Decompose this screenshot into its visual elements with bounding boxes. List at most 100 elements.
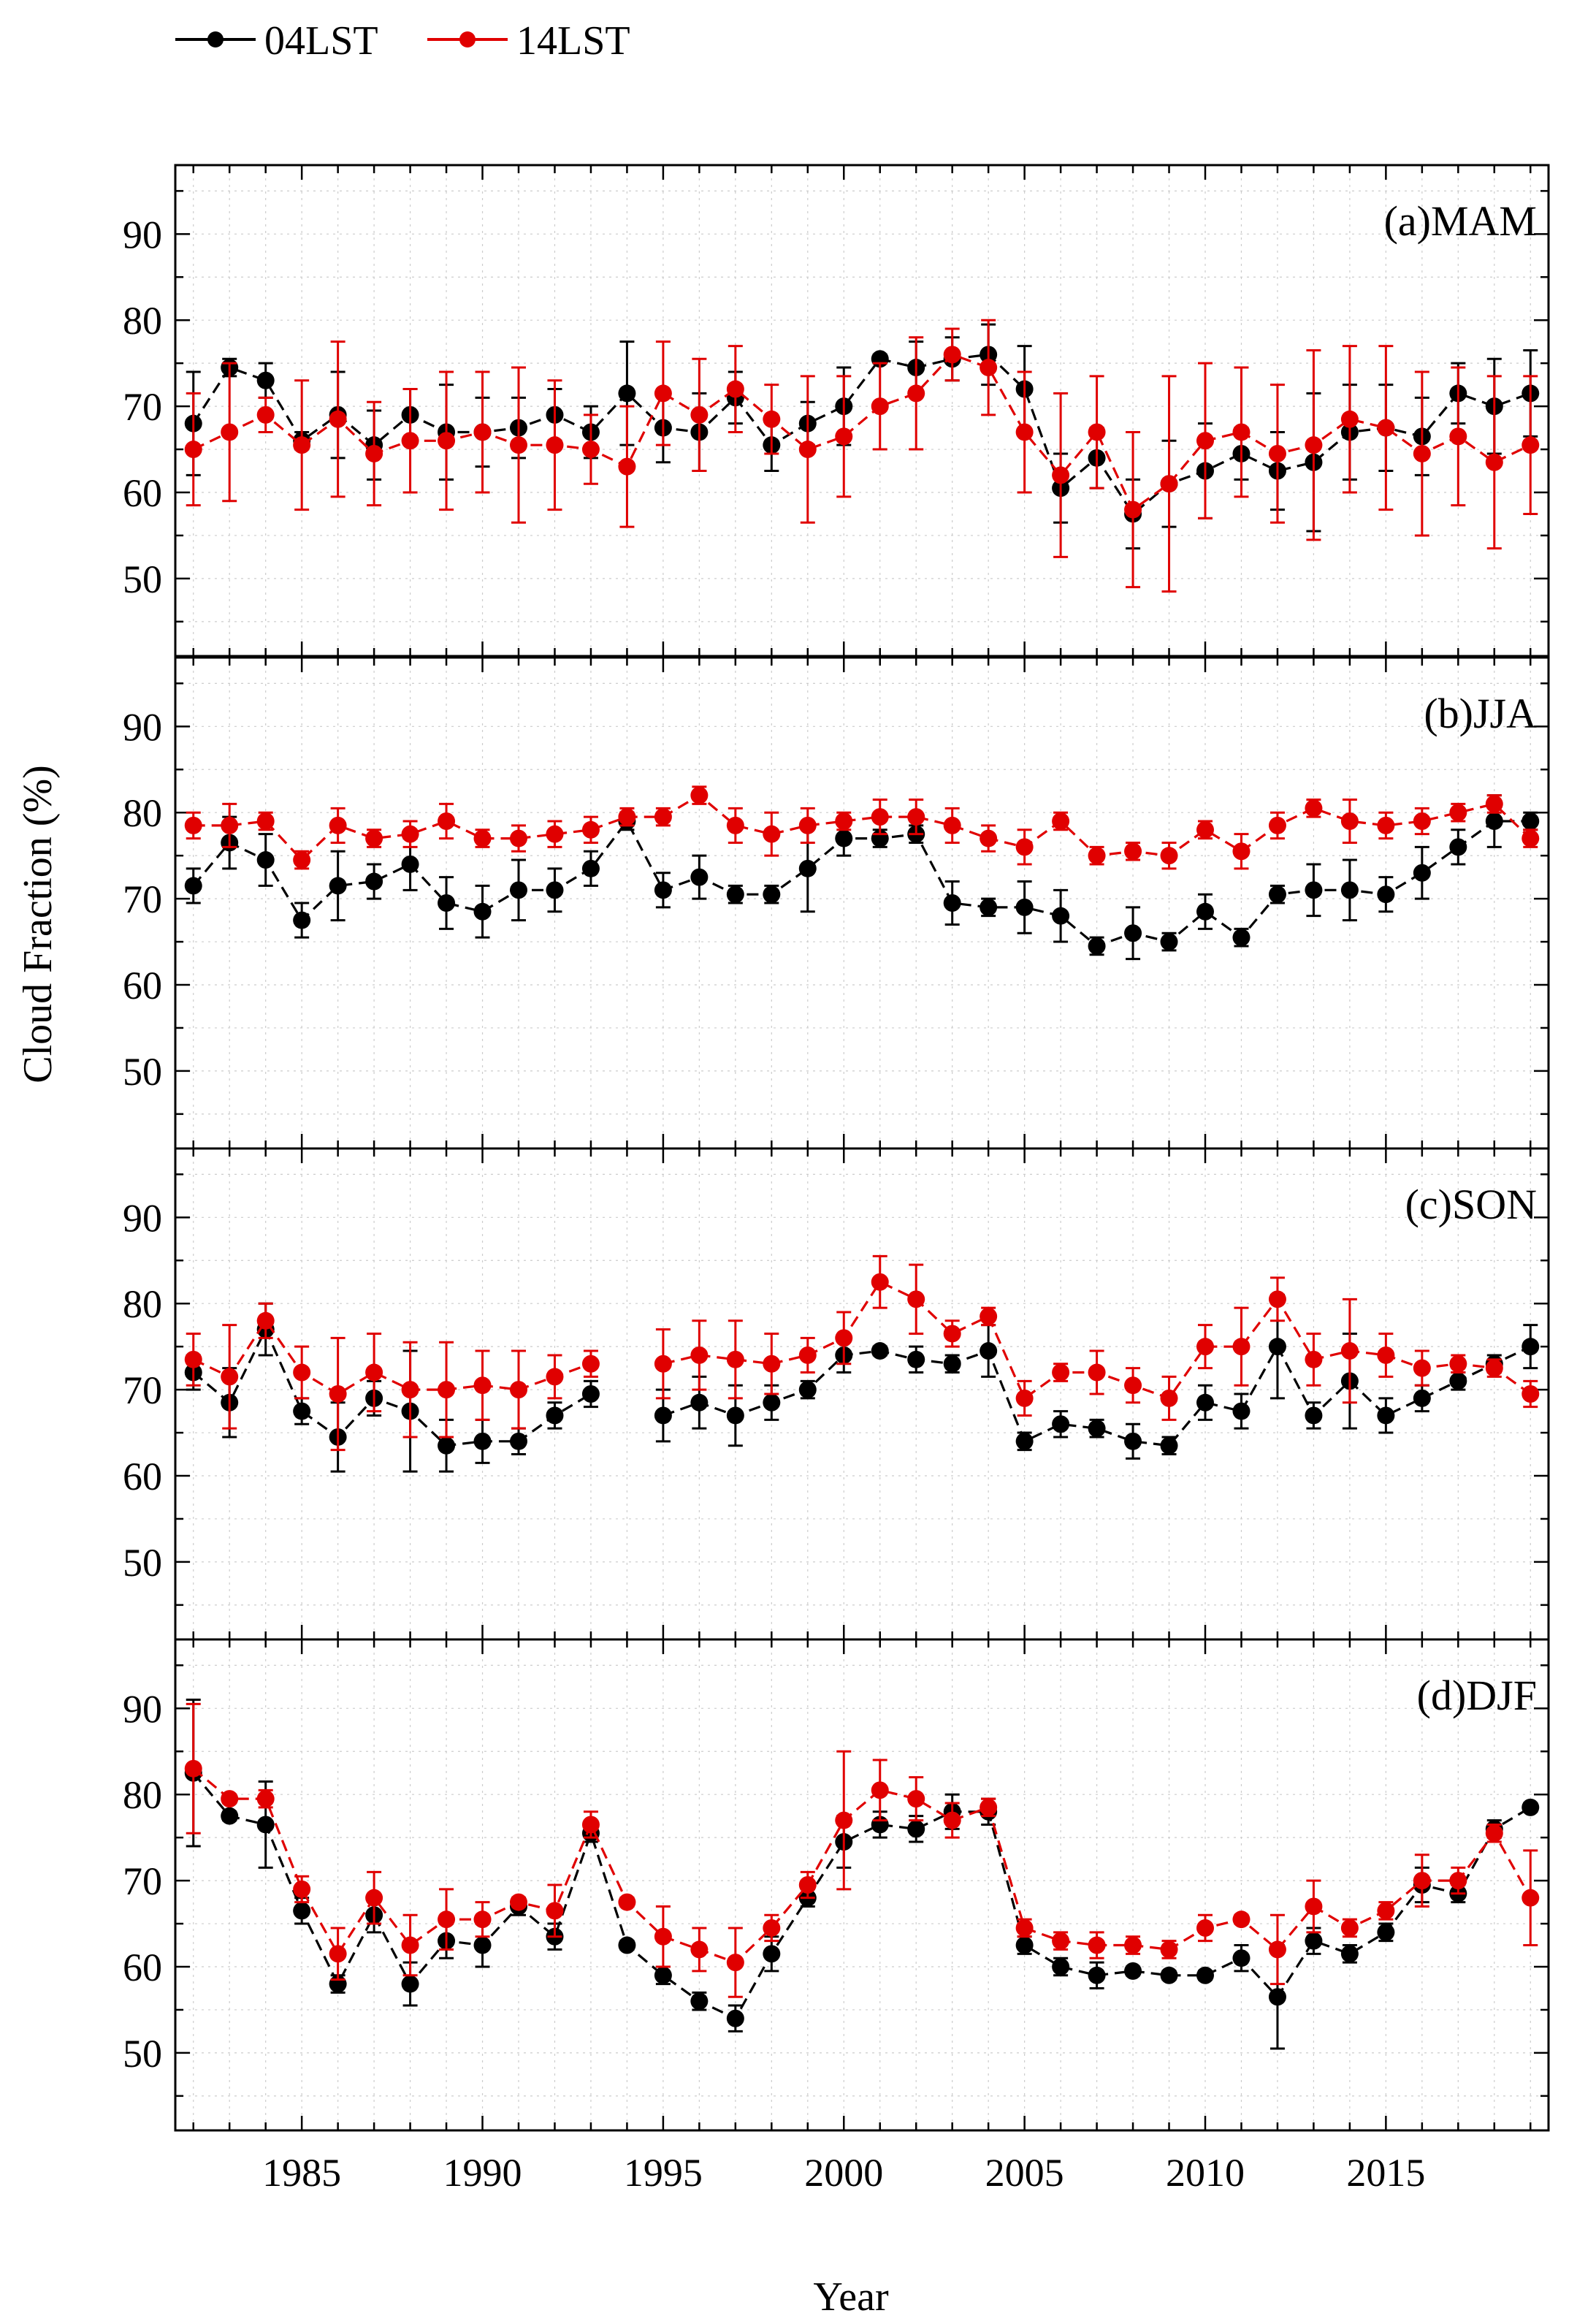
- data-point: [1160, 475, 1178, 493]
- data-point: [1340, 812, 1359, 830]
- data-point: [510, 1432, 527, 1450]
- data-point: [907, 1790, 925, 1808]
- data-point: [1521, 1798, 1540, 1816]
- series-line: [192, 1767, 1532, 1964]
- data-point: [907, 384, 925, 403]
- data-point: [1232, 1402, 1251, 1420]
- data-point: [581, 859, 600, 877]
- data-point: [835, 829, 853, 847]
- data-point: [184, 1350, 202, 1368]
- data-point: [473, 829, 492, 847]
- data-point: [546, 1406, 564, 1425]
- y-tick-label: 50: [123, 1541, 162, 1585]
- data-point: [1377, 885, 1395, 904]
- grid: [175, 1639, 1549, 2130]
- data-point: [510, 829, 527, 847]
- data-point: [1232, 929, 1251, 947]
- data-point: [473, 1936, 492, 1954]
- data-point: [798, 441, 817, 459]
- data-point: [221, 816, 239, 834]
- data-point: [726, 2009, 744, 2027]
- data-point: [293, 1902, 311, 1920]
- panel-label: (d)DJF: [1417, 1672, 1537, 1719]
- data-point: [1377, 1406, 1395, 1425]
- data-point: [980, 898, 998, 916]
- data-point: [1088, 1420, 1106, 1438]
- data-point: [1196, 432, 1214, 450]
- data-point: [293, 1402, 311, 1420]
- data-point: [907, 1350, 925, 1368]
- data-point: [1268, 885, 1286, 904]
- data-point: [1052, 1415, 1070, 1433]
- data-point: [1521, 1889, 1540, 1907]
- data-point: [871, 1342, 889, 1360]
- data-point: [1413, 864, 1431, 882]
- data-point: [654, 1406, 672, 1425]
- series-04LST: [184, 1293, 1540, 1473]
- data-point: [1340, 1919, 1359, 1937]
- data-point: [293, 911, 311, 929]
- data-point: [1413, 1872, 1431, 1890]
- data-point: [1268, 1338, 1286, 1356]
- series-14LST: [184, 1702, 1540, 1998]
- data-point: [980, 359, 998, 377]
- data-point: [835, 427, 853, 446]
- data-point: [401, 855, 419, 873]
- data-point: [871, 397, 889, 416]
- data-point: [618, 384, 636, 403]
- y-tick-label: 80: [123, 1282, 162, 1326]
- data-point: [221, 1368, 239, 1386]
- data-point: [1196, 820, 1214, 839]
- data-point: [1124, 1432, 1142, 1450]
- data-point: [618, 1893, 636, 1911]
- data-point: [1052, 812, 1070, 830]
- data-point: [293, 851, 311, 869]
- data-point: [1124, 500, 1142, 519]
- data-point: [546, 881, 564, 899]
- data-point: [256, 1816, 275, 1834]
- data-point: [473, 1910, 492, 1929]
- data-point: [1160, 1940, 1178, 1959]
- data-point: [1052, 1932, 1070, 1950]
- data-point: [365, 444, 383, 462]
- legend-label: 14LST: [516, 18, 630, 64]
- data-point: [1124, 1962, 1142, 1980]
- y-tick-label: 90: [123, 1196, 162, 1240]
- data-point: [690, 1992, 709, 2011]
- series-04LST: [184, 323, 1540, 550]
- panel-2: 50 60 70 80 90 (c)SON: [123, 1147, 1550, 1641]
- data-point: [510, 436, 527, 454]
- data-point: [1340, 881, 1359, 899]
- data-point: [1449, 1372, 1467, 1390]
- data-point: [401, 1975, 419, 1993]
- data-point: [690, 868, 709, 886]
- data-point: [1521, 1338, 1540, 1356]
- legend-item-04LST: 04LST: [175, 18, 378, 64]
- x-tick-label: 1990: [443, 2151, 522, 2195]
- data-point: [907, 1820, 925, 1838]
- data-point: [256, 405, 275, 424]
- data-point: [1268, 1940, 1286, 1959]
- data-point: [798, 816, 817, 834]
- data-point: [1485, 812, 1503, 830]
- data-point: [1413, 812, 1431, 830]
- data-point: [1305, 1406, 1323, 1425]
- data-point: [1160, 1436, 1178, 1455]
- series-line: [192, 1772, 1532, 2020]
- data-point: [329, 816, 347, 834]
- data-point: [726, 1954, 744, 1972]
- data-point: [1232, 1338, 1251, 1356]
- y-tick-label: 70: [123, 1368, 162, 1412]
- data-point: [763, 885, 781, 904]
- panel-0: 50 60 70 80 90 (a)MAM: [123, 164, 1550, 658]
- data-point: [1124, 842, 1142, 861]
- data-point: [980, 829, 998, 847]
- data-point: [726, 380, 744, 398]
- data-point: [654, 384, 672, 403]
- y-tick-label: 50: [123, 1050, 162, 1094]
- data-point: [184, 816, 202, 834]
- data-point: [1521, 829, 1540, 847]
- data-point: [1377, 419, 1395, 437]
- data-point: [1196, 1966, 1214, 1984]
- data-point: [798, 1876, 817, 1894]
